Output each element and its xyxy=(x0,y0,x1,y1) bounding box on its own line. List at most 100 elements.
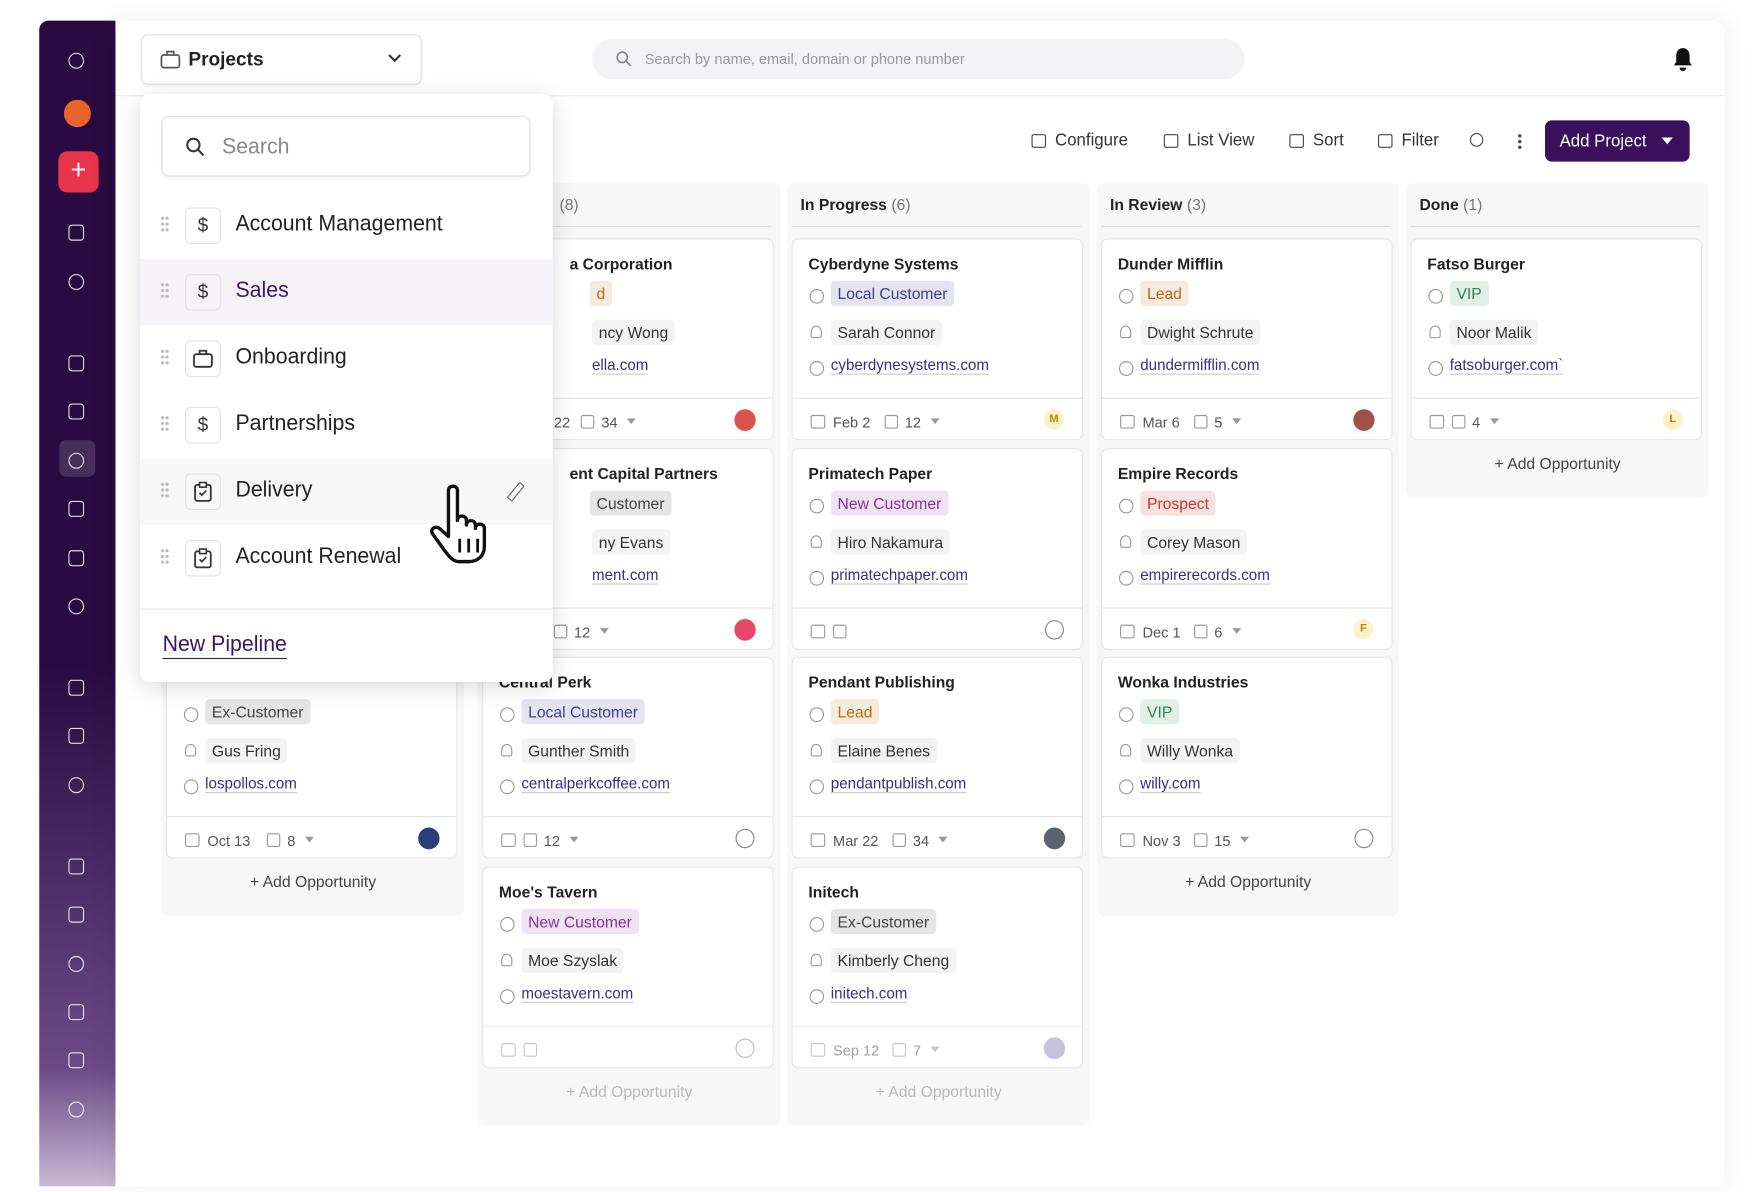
card[interactable]: Wonka Industries VIP Willy Wonka willy.com N… xyxy=(1101,656,1393,859)
tag: Ex-Customer xyxy=(830,908,936,935)
toolbar-configure[interactable]: Configure xyxy=(1055,130,1128,151)
pipeline-item[interactable]: Onboarding xyxy=(140,326,553,392)
header-underline xyxy=(791,225,1081,227)
task-icon xyxy=(1194,624,1208,639)
search-icon xyxy=(186,137,205,157)
avatar: M xyxy=(1043,409,1065,430)
nav-icon[interactable] xyxy=(68,1101,85,1118)
task-icon xyxy=(1451,414,1466,429)
add-opportunity[interactable]: + Add Opportunity xyxy=(566,1082,693,1101)
card[interactable]: Ex-Customer Gus Fring lospollos.com Oct 13 8 xyxy=(165,656,458,859)
item-icon xyxy=(184,340,221,378)
due-date: Nov 3 xyxy=(1142,832,1181,850)
calendar-icon xyxy=(501,1043,516,1057)
nav-icon[interactable] xyxy=(68,452,85,469)
pipeline-item[interactable]: Account Renewal xyxy=(140,525,553,591)
global-search[interactable]: Search by name, email, domain or phone n… xyxy=(591,38,1245,80)
globe-icon xyxy=(500,989,515,1005)
card[interactable]: Empire Records Prospect Corey Mason empirer… xyxy=(1101,448,1393,650)
card-title: Wonka Industries xyxy=(1117,672,1249,692)
nav-icon[interactable] xyxy=(68,858,85,875)
nav-icon[interactable] xyxy=(68,273,85,290)
pipeline-item[interactable]: $ Partnerships xyxy=(140,392,553,458)
card[interactable]: Fatso Burger VIP Noor Malik fatsoburger.com… xyxy=(1410,238,1702,441)
avatar: L xyxy=(1662,409,1683,430)
card-title: ent Capital Partners xyxy=(569,464,718,483)
nav-icon[interactable] xyxy=(68,224,85,241)
header-divider xyxy=(115,95,1725,97)
pipeline-item[interactable]: $ Sales xyxy=(140,259,553,326)
project-selector[interactable]: Projects xyxy=(141,34,422,85)
calendar-icon xyxy=(184,833,200,848)
toolbar-filter[interactable]: Filter xyxy=(1401,130,1439,151)
card[interactable]: Cyberdyne Systems Local Customer Sarah Con… xyxy=(791,238,1084,441)
item-label: Onboarding xyxy=(235,345,347,370)
pipeline-item[interactable]: $ Account Management xyxy=(140,193,553,259)
task-count: 12 xyxy=(543,832,561,850)
toolbar-sort[interactable]: Sort xyxy=(1312,130,1344,151)
add-opportunity[interactable]: + Add Opportunity xyxy=(875,1082,1002,1101)
card[interactable]: Primatech Paper New Customer Hiro Nakamura… xyxy=(791,448,1084,650)
card-title: Cyberdyne Systems xyxy=(808,254,959,273)
card[interactable]: Moe's Tavern New Customer Moe Szyslak moest… xyxy=(482,866,774,1069)
pipeline-item[interactable]: Delivery xyxy=(140,458,553,525)
add-project-button[interactable]: Add Project xyxy=(1545,120,1690,162)
toolbar-more[interactable] xyxy=(1518,132,1522,150)
add-opportunity[interactable]: + Add Opportunity xyxy=(1185,872,1312,891)
nav-icon[interactable] xyxy=(68,403,85,420)
card[interactable]: Pendant Publishing Lead Elaine Benes pendan… xyxy=(791,656,1084,859)
due-date: Sep 12 xyxy=(833,1041,880,1060)
nav-icon[interactable] xyxy=(68,1052,85,1069)
toolbar-list-view[interactable]: List View xyxy=(1187,130,1255,151)
status-icon xyxy=(809,916,825,932)
dropdown-search[interactable]: Search xyxy=(161,115,531,177)
card[interactable]: Dunder Mifflin Lead Dwight Schrute dundermi… xyxy=(1101,238,1393,441)
globe-icon xyxy=(1428,361,1443,376)
caret xyxy=(930,1046,940,1056)
person: ny Evans xyxy=(591,529,671,555)
column-title: In Review xyxy=(1109,194,1183,214)
globe-icon xyxy=(809,989,825,1005)
item-label: Sales xyxy=(235,278,289,303)
caret xyxy=(1231,628,1241,638)
nav-icon[interactable] xyxy=(68,727,85,744)
create-button[interactable]: + xyxy=(58,151,99,193)
due-date: Oct 13 xyxy=(207,832,251,850)
nav-icon[interactable] xyxy=(68,598,85,615)
person: Kimberly Cheng xyxy=(830,947,956,974)
card-title: Empire Records xyxy=(1117,464,1239,483)
nav-icon[interactable] xyxy=(68,550,85,567)
avatar-placeholder xyxy=(735,1038,755,1058)
calendar-icon xyxy=(810,414,826,429)
nav-icon[interactable] xyxy=(68,355,85,372)
add-opportunity[interactable]: + Add Opportunity xyxy=(250,872,377,891)
nav-icon[interactable] xyxy=(68,52,85,69)
toolbar-search[interactable] xyxy=(1469,132,1484,147)
person: Hiro Nakamura xyxy=(830,529,950,555)
add-opportunity[interactable]: + Add Opportunity xyxy=(1494,453,1621,473)
header-underline xyxy=(1101,225,1391,227)
card[interactable]: Initech Ex-Customer Kimberly Cheng initech.… xyxy=(791,866,1084,1069)
nav-icon[interactable] xyxy=(68,679,85,696)
nav-icon[interactable] xyxy=(68,906,85,923)
nav-icon[interactable] xyxy=(68,1004,85,1021)
tag: VIP xyxy=(1449,280,1489,307)
nav-icon[interactable] xyxy=(68,777,85,794)
calendar-icon xyxy=(810,833,826,848)
caret xyxy=(304,836,314,847)
person: ncy Wong xyxy=(591,319,675,346)
nav-icon[interactable] xyxy=(68,955,85,972)
item-icon: $ xyxy=(184,273,221,311)
card-footer: Sep 12 7 xyxy=(792,1025,1082,1068)
tag: New Customer xyxy=(830,490,949,516)
avatar-placeholder xyxy=(1044,620,1065,640)
tag: Prospect xyxy=(1140,490,1216,516)
new-pipeline[interactable]: New Pipeline xyxy=(162,633,287,660)
nav-icon[interactable] xyxy=(68,500,85,517)
calendar-icon xyxy=(810,1043,826,1057)
notifications[interactable] xyxy=(1671,46,1696,74)
due-date: Mar 6 xyxy=(1142,413,1180,431)
card[interactable]: Central Perk Local Customer Gunther Smith c… xyxy=(482,656,774,859)
globe-icon xyxy=(809,361,825,376)
